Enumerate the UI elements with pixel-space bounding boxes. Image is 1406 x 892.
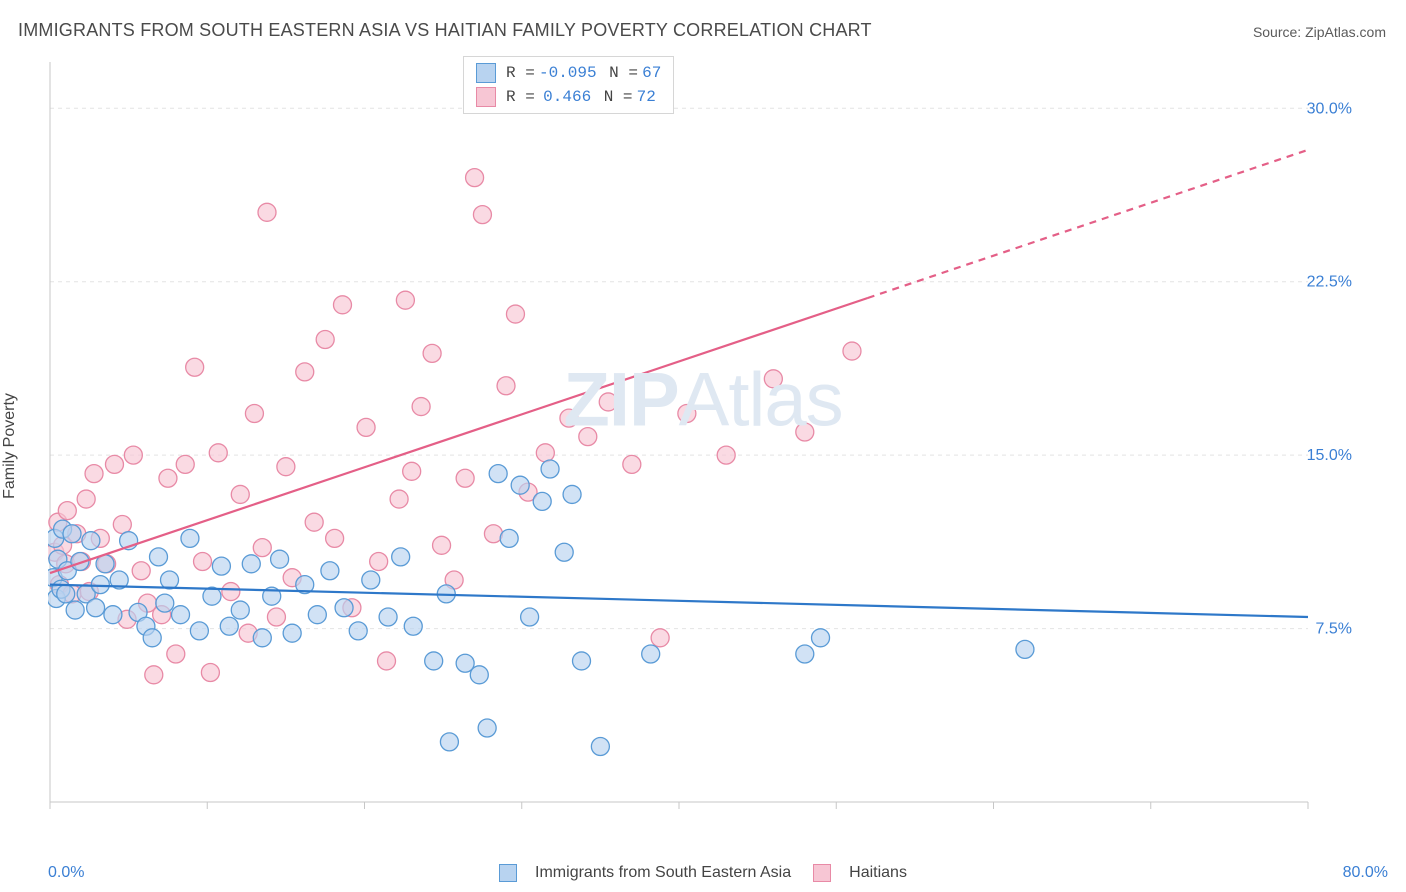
legend-swatch-blue	[499, 864, 517, 882]
legend-series-label: Immigrants from South Eastern Asia	[535, 864, 791, 882]
legend-series: Immigrants from South Eastern Asia Haiti…	[0, 864, 1406, 882]
legend-r-label: R =	[506, 64, 535, 82]
legend-n-value: 67	[642, 64, 661, 82]
legend-item: Haitians	[813, 864, 907, 882]
svg-text:15.0%: 15.0%	[1307, 447, 1352, 464]
legend-series-label: Haitians	[849, 864, 907, 882]
y-axis-label: Family Poverty	[1, 393, 19, 499]
legend-stats-row: R = 0.466 N = 72	[464, 85, 673, 109]
source-attribution: Source: ZipAtlas.com	[1253, 24, 1386, 40]
legend-r-label: R =	[506, 88, 535, 106]
legend-n-label: N =	[609, 64, 638, 82]
legend-swatch-pink	[476, 87, 496, 107]
legend-r-value: 0.466	[543, 88, 591, 106]
legend-r-value: -0.095	[539, 64, 597, 82]
legend-item: Immigrants from South Eastern Asia	[499, 864, 791, 882]
plot-area: 7.5%15.0%22.5%30.0% ZIPAtlas	[48, 52, 1358, 842]
legend-stats: R = -0.095 N = 67 R = 0.466 N = 72	[463, 56, 674, 114]
legend-n-label: N =	[604, 88, 633, 106]
svg-text:7.5%: 7.5%	[1316, 621, 1352, 638]
source-prefix: Source:	[1253, 24, 1305, 40]
chart-title: IMMIGRANTS FROM SOUTH EASTERN ASIA VS HA…	[18, 20, 872, 41]
legend-n-value: 72	[637, 88, 656, 106]
scatter-chart: 7.5% 15.0% 22.5% 30.0%	[48, 52, 1358, 842]
legend-swatch-pink	[813, 864, 831, 882]
legend-swatch-blue	[476, 63, 496, 83]
svg-text:30.0%: 30.0%	[1307, 100, 1352, 117]
svg-text:22.5%: 22.5%	[1307, 274, 1352, 291]
source-link[interactable]: ZipAtlas.com	[1305, 24, 1386, 40]
chart-container: IMMIGRANTS FROM SOUTH EASTERN ASIA VS HA…	[0, 0, 1406, 892]
legend-stats-row: R = -0.095 N = 67	[464, 61, 673, 85]
